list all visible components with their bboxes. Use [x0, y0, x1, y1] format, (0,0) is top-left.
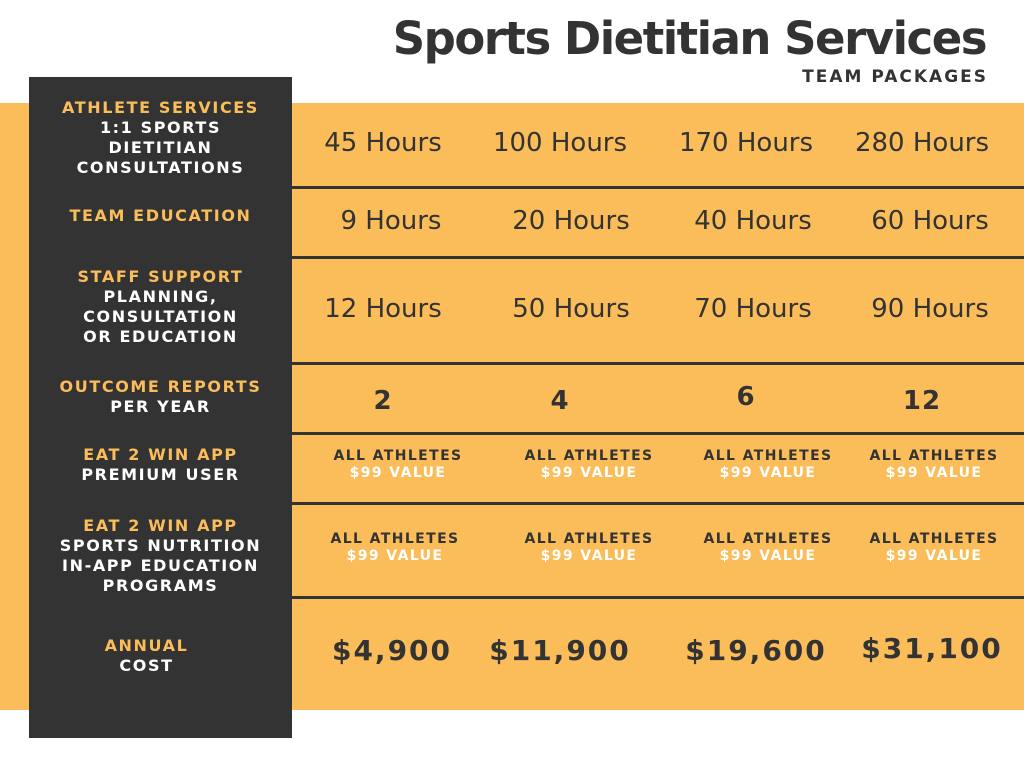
row-label-athlete-services: ATHLETE SERVICES 1:1 SPORTS DIETITIAN CO…	[29, 98, 292, 178]
package-3-athlete-hours: 170 Hours	[678, 128, 814, 158]
row-label-secondary: PLANNING, CONSULTATION OR EDUCATION	[83, 287, 238, 346]
row-label-primary: ANNUAL	[104, 636, 189, 655]
package-2-outcome-reports: 4	[550, 386, 570, 416]
app-value-line1: ALL ATHLETES	[333, 448, 463, 464]
package-3-app-education: ALL ATHLETES $99 VALUE	[678, 531, 858, 565]
app-value-line2: $99 VALUE	[349, 465, 447, 481]
row-label-column	[29, 77, 292, 738]
row-divider	[292, 362, 1024, 365]
page-subtitle: TEAM PACKAGES	[802, 67, 988, 87]
app-value-line1: ALL ATHLETES	[524, 448, 654, 464]
package-2-annual-cost: $11,900	[489, 634, 631, 667]
package-1-team-education: 9 Hours	[340, 206, 442, 236]
app-value-line1: ALL ATHLETES	[869, 531, 999, 547]
app-value-line2: $99 VALUE	[885, 465, 983, 481]
package-2-athlete-hours: 100 Hours	[492, 128, 628, 158]
package-2-staff-support: 50 Hours	[512, 294, 630, 324]
package-4-staff-support: 90 Hours	[871, 294, 989, 324]
row-divider	[292, 502, 1024, 505]
row-label-primary: TEAM EDUCATION	[69, 206, 252, 225]
row-label-app-education: EAT 2 WIN APP SPORTS NUTRITION IN-APP ED…	[29, 516, 292, 596]
package-1-app-premium: ALL ATHLETES $99 VALUE	[308, 448, 488, 482]
row-label-primary: EAT 2 WIN APP	[83, 445, 238, 464]
row-label-annual-cost: ANNUAL COST	[15, 636, 278, 676]
app-value-line2: $99 VALUE	[719, 465, 817, 481]
app-value-line1: ALL ATHLETES	[869, 448, 999, 464]
row-label-primary: STAFF SUPPORT	[77, 267, 244, 286]
row-label-primary: ATHLETE SERVICES	[62, 98, 259, 117]
row-label-secondary: PREMIUM USER	[81, 465, 240, 484]
row-label-secondary: 1:1 SPORTS DIETITIAN CONSULTATIONS	[76, 118, 245, 177]
package-1-annual-cost: $4,900	[331, 634, 453, 667]
package-2-app-education: ALL ATHLETES $99 VALUE	[499, 531, 679, 565]
package-1-outcome-reports: 2	[373, 386, 393, 416]
row-label-staff-support: STAFF SUPPORT PLANNING, CONSULTATION OR …	[29, 267, 292, 347]
app-value-line2: $99 VALUE	[540, 548, 638, 564]
app-value-line1: ALL ATHLETES	[703, 531, 833, 547]
package-4-team-education: 60 Hours	[871, 206, 989, 236]
row-label-secondary: PER YEAR	[110, 397, 211, 416]
row-divider	[292, 256, 1024, 259]
app-value-line2: $99 VALUE	[346, 548, 444, 564]
package-3-staff-support: 70 Hours	[694, 294, 812, 324]
app-value-line1: ALL ATHLETES	[703, 448, 833, 464]
row-label-app-premium: EAT 2 WIN APP PREMIUM USER	[29, 445, 292, 485]
package-4-app-premium: ALL ATHLETES $99 VALUE	[844, 448, 1024, 482]
package-4-annual-cost: $31,100	[861, 632, 1003, 665]
package-4-outcome-reports: 12	[902, 386, 942, 416]
row-label-secondary: COST	[119, 656, 174, 675]
package-3-annual-cost: $19,600	[685, 634, 827, 667]
package-1-staff-support: 12 Hours	[324, 294, 442, 324]
row-label-secondary: SPORTS NUTRITION IN-APP EDUCATION PROGRA…	[59, 536, 262, 595]
app-value-line1: ALL ATHLETES	[330, 531, 460, 547]
package-1-athlete-hours: 45 Hours	[324, 128, 442, 158]
package-2-team-education: 20 Hours	[512, 206, 630, 236]
row-label-team-education: TEAM EDUCATION	[29, 206, 292, 226]
app-value-line2: $99 VALUE	[885, 548, 983, 564]
package-1-app-education: ALL ATHLETES $99 VALUE	[305, 531, 485, 565]
package-3-team-education: 40 Hours	[694, 206, 812, 236]
package-4-athlete-hours: 280 Hours	[854, 128, 990, 158]
page-title: Sports Dietitian Services	[392, 12, 988, 65]
package-2-app-premium: ALL ATHLETES $99 VALUE	[499, 448, 679, 482]
package-3-outcome-reports: 6	[736, 382, 756, 412]
app-value-line1: ALL ATHLETES	[524, 531, 654, 547]
app-value-line2: $99 VALUE	[540, 465, 638, 481]
package-4-app-education: ALL ATHLETES $99 VALUE	[844, 531, 1024, 565]
package-3-app-premium: ALL ATHLETES $99 VALUE	[678, 448, 858, 482]
row-divider	[292, 186, 1024, 189]
row-divider	[292, 596, 1024, 599]
app-value-line2: $99 VALUE	[719, 548, 817, 564]
row-label-outcome-reports: OUTCOME REPORTS PER YEAR	[29, 377, 292, 417]
row-divider	[292, 432, 1024, 435]
row-label-primary: OUTCOME REPORTS	[59, 377, 262, 396]
row-label-primary: EAT 2 WIN APP	[83, 516, 238, 535]
